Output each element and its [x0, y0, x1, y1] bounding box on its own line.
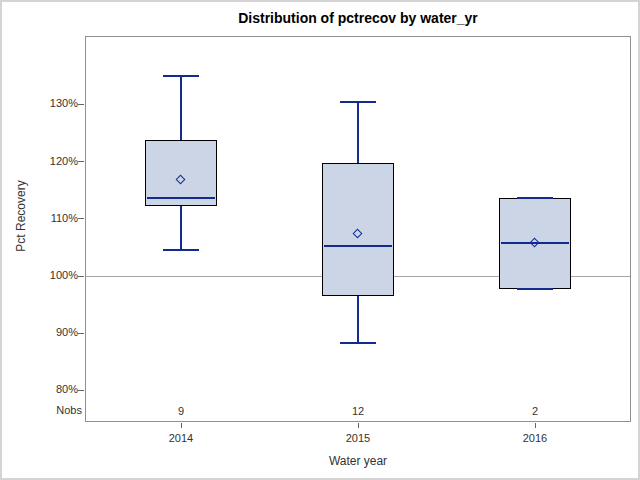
x-axis-tick	[358, 423, 359, 428]
nobs-row-label: Nobs	[46, 404, 82, 416]
x-category-label: 2014	[151, 432, 211, 444]
y-axis-tick	[78, 104, 84, 105]
lower-whisker	[180, 206, 182, 250]
lower-whisker-cap	[517, 288, 553, 290]
upper-whisker-cap	[163, 75, 199, 77]
chart-title: Distribution of pctrecov by water_yr	[85, 10, 631, 26]
y-axis-label: Pct Recovery	[14, 156, 28, 276]
lower-whisker	[357, 296, 359, 343]
y-axis-tick	[78, 218, 84, 219]
x-axis-label: Water year	[85, 454, 631, 468]
y-axis-tick	[78, 333, 84, 334]
y-axis-tick-label: 130%	[42, 97, 78, 109]
lower-whisker-cap	[163, 249, 199, 251]
y-axis-tick-label: 90%	[42, 326, 78, 338]
y-axis-tick-label: 120%	[42, 155, 78, 167]
y-axis-tick	[78, 161, 84, 162]
nobs-value: 12	[328, 405, 388, 417]
boxplot-figure: Distribution of pctrecov by water_yr Pct…	[0, 0, 640, 480]
x-category-label: 2016	[505, 432, 565, 444]
y-axis-tick	[78, 276, 84, 277]
x-category-label: 2015	[328, 432, 388, 444]
upper-whisker-cap	[340, 101, 376, 103]
y-axis-tick-label: 80%	[42, 383, 78, 395]
upper-whisker	[180, 76, 182, 140]
y-axis-tick-label: 110%	[42, 212, 78, 224]
x-axis-tick	[535, 423, 536, 428]
nobs-value: 9	[151, 405, 211, 417]
median-line	[147, 197, 215, 199]
nobs-value: 2	[505, 405, 565, 417]
upper-whisker-cap	[517, 197, 553, 199]
y-axis-tick-label: 100%	[42, 269, 78, 281]
median-line	[324, 245, 392, 247]
y-axis-tick	[78, 390, 84, 391]
lower-whisker-cap	[340, 342, 376, 344]
x-axis-tick	[181, 423, 182, 428]
upper-whisker	[357, 102, 359, 163]
